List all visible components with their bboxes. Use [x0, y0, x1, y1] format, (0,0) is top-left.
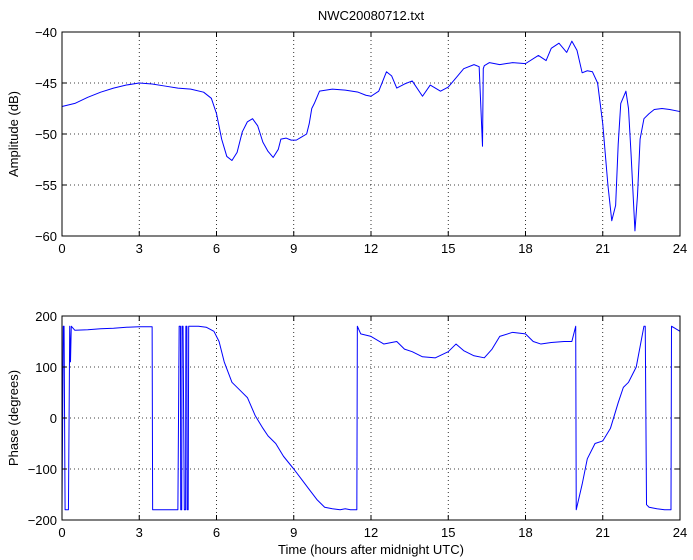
amplitude-x-tick-label: 15 — [441, 241, 455, 256]
amplitude-x-tick-label: 3 — [136, 241, 143, 256]
amplitude-x-tick-label: 21 — [596, 241, 610, 256]
phase-y-tick-label: −100 — [28, 462, 57, 477]
phase-y-tick-label: −200 — [28, 513, 57, 528]
amplitude-plot: 0 3 6 9 12 15 18 21 24 −40 −45 −50 −55 −60 Amplitude (… — [6, 8, 687, 256]
amplitude-x-tick-label: 6 — [213, 241, 220, 256]
amplitude-y-axis-label: Amplitude (dB) — [6, 91, 21, 177]
phase-y-axis-label: Phase (degrees) — [6, 370, 21, 466]
amplitude-x-tick-label: 12 — [364, 241, 378, 256]
phase-y-tick-label: 200 — [35, 309, 57, 324]
phase-x-tick-label: 12 — [364, 525, 378, 540]
amplitude-x-tick-label: 18 — [518, 241, 532, 256]
phase-x-tick-label: 15 — [441, 525, 455, 540]
phase-x-tick-label: 6 — [213, 525, 220, 540]
phase-x-axis-label: Time (hours after midnight UTC) — [278, 542, 464, 557]
phase-x-tick-label: 9 — [290, 525, 297, 540]
phase-x-tick-label: 21 — [596, 525, 610, 540]
amplitude-x-tick-label: 9 — [290, 241, 297, 256]
phase-plot: 0 3 6 9 12 15 18 21 24 200 100 0 −100 −200 Phase (degr… — [6, 309, 687, 557]
amplitude-x-tick-label: 24 — [673, 241, 687, 256]
amplitude-x-tick-label: 0 — [58, 241, 65, 256]
amplitude-y-tick-label: −60 — [35, 229, 57, 244]
amplitude-y-tick-label: −45 — [35, 76, 57, 91]
phase-y-tick-label: 100 — [35, 360, 57, 375]
amplitude-y-tick-label: −50 — [35, 127, 57, 142]
amplitude-chart-title: NWC20080712.txt — [318, 8, 425, 23]
phase-x-tick-label: 3 — [136, 525, 143, 540]
amplitude-y-tick-label: −55 — [35, 178, 57, 193]
phase-series-line — [61, 325, 681, 511]
phase-x-tick-label: 24 — [673, 525, 687, 540]
phase-y-tick-label: 0 — [50, 411, 57, 426]
phase-x-tick-label: 0 — [58, 525, 65, 540]
phase-x-tick-label: 18 — [518, 525, 532, 540]
amplitude-y-tick-label: −40 — [35, 25, 57, 40]
amplitude-series-line — [61, 40, 681, 232]
